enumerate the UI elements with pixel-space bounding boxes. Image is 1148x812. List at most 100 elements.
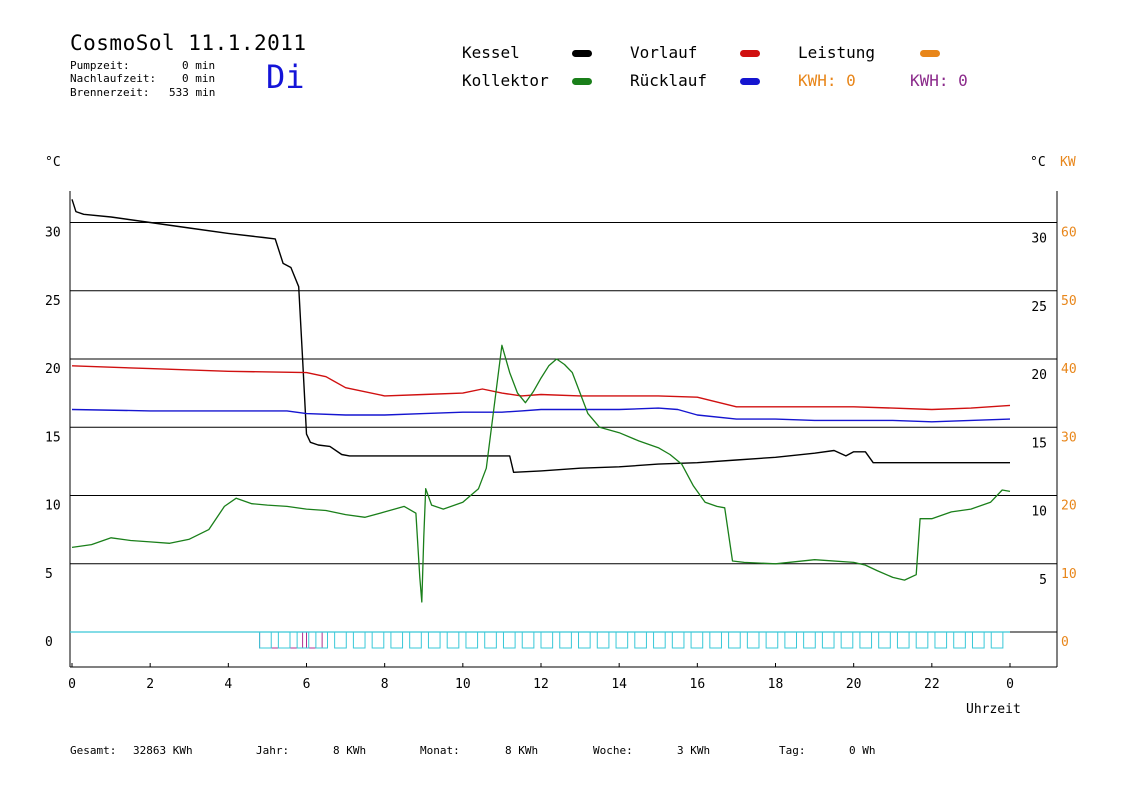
pump-period [728,631,741,649]
chart-title: CosmoSol 11.1.2011 [70,31,307,55]
pump-period [596,631,610,649]
y-tick-label: 10 [45,499,61,514]
legend-kollektor-label: Kollektor [462,71,549,90]
left-axis-unit: °C [45,155,61,170]
legend-ruecklauf-label: Rücklauf [630,71,708,90]
nachlaufzeit-value: 0 min [182,72,216,85]
pump-period [765,631,779,649]
right-axis-unit-kw: KW [1060,155,1076,170]
pump-period [352,631,366,649]
y-tick-label: 20 [45,362,61,377]
pump-period [409,631,422,649]
pump-period [803,631,816,649]
pump-period [840,631,854,649]
x-tick-label: 6 [303,677,311,692]
pump-period [896,631,910,649]
x-tick-label: 16 [690,677,706,692]
y-right-tick-label: 20 [1031,368,1047,383]
pump-period [465,631,479,649]
pump-period [953,631,966,649]
pump-period [859,631,873,649]
pump-period [653,631,666,649]
pump-period [296,631,310,649]
y2-tick-label: 50 [1061,294,1077,309]
series-line-vorlauf [71,365,1011,411]
pump-period [671,631,685,649]
pump-period [371,631,385,649]
footer-monat-value: 8 KWh [505,744,539,757]
legend-leistung-swatch [920,50,940,57]
y-right-tick-label: 5 [1039,573,1047,588]
x-tick-label: 0 [68,677,76,692]
pump-period [315,631,329,649]
legend-kwh-second: KWH: 0 [910,71,968,90]
y-tick-label: 0 [45,635,53,650]
footer-monat-label: Monat: [420,744,460,757]
series-line-kessel [71,199,1010,473]
pump-period [502,631,516,649]
x-tick-label: 20 [846,677,862,692]
footer-tag-value: 0 Wh [849,744,876,757]
brenner-period [259,631,304,649]
x-tick-label: 18 [768,677,784,692]
pump-period [578,631,591,649]
y-right-tick-label: 15 [1031,436,1047,451]
pump-period [427,631,441,649]
x-tick-label: 4 [224,677,232,692]
pump-period [746,631,760,649]
pump-period [784,631,798,649]
brennerzeit-label: Brennerzeit: [70,86,150,99]
x-tick-label: 14 [611,677,627,692]
footer-woche-value: 3 KWh [677,744,711,757]
series-line-kollektor [71,344,1011,603]
pump-period [559,631,572,649]
pump-period [821,631,835,649]
y2-tick-label: 10 [1061,567,1077,582]
x-tick-label: 8 [381,677,389,692]
nachlaufzeit-label: Nachlaufzeit: [70,72,157,85]
legend-kessel-swatch [572,50,592,57]
y2-tick-label: 60 [1061,226,1077,241]
footer-gesamt-label: Gesamt: [70,744,117,757]
pump-period [709,631,722,649]
footer-jahr-value: 8 KWh [333,744,367,757]
y2-tick-label: 0 [1061,635,1069,650]
pump-period [690,631,704,649]
x-axis-label: Uhrzeit [966,702,1021,717]
pump-period [634,631,647,649]
pumpzeit-label: Pumpzeit: [70,59,130,72]
pumpzeit-value: 0 min [182,59,216,72]
brennerzeit-value: 533 min [169,86,216,99]
pump-period [540,631,554,649]
y2-tick-label: 40 [1061,362,1077,377]
y-tick-label: 25 [45,294,61,309]
pump-period [521,631,535,649]
legend-kollektor-swatch [572,78,592,85]
pump-period [277,631,291,649]
footer-gesamt-value: 32863 KWh [133,744,193,757]
series-line-ruecklauf [71,407,1011,423]
x-tick-label: 22 [924,677,940,692]
legend-kessel-label: Kessel [462,43,520,62]
pump-period [446,631,460,649]
pump-period [390,631,404,649]
x-tick-label: 12 [533,677,549,692]
pump-period [990,631,1004,649]
y2-tick-label: 30 [1061,430,1077,445]
pump-period [334,631,347,649]
weekday-label: Di [266,58,305,96]
x-tick-label: 10 [455,677,471,692]
pump-period [915,631,929,649]
footer-jahr-label: Jahr: [256,744,290,757]
y-tick-label: 30 [45,226,61,241]
y-right-tick-label: 25 [1031,300,1047,315]
pump-period [971,631,985,649]
y-right-tick-label: 30 [1031,232,1047,247]
y-tick-label: 5 [45,567,53,582]
right-axis-unit: °C [1030,155,1046,170]
footer-woche-label: Woche: [593,744,633,757]
legend-vorlauf-swatch [740,50,760,57]
y-tick-label: 15 [45,430,61,445]
pump-period [484,631,497,649]
